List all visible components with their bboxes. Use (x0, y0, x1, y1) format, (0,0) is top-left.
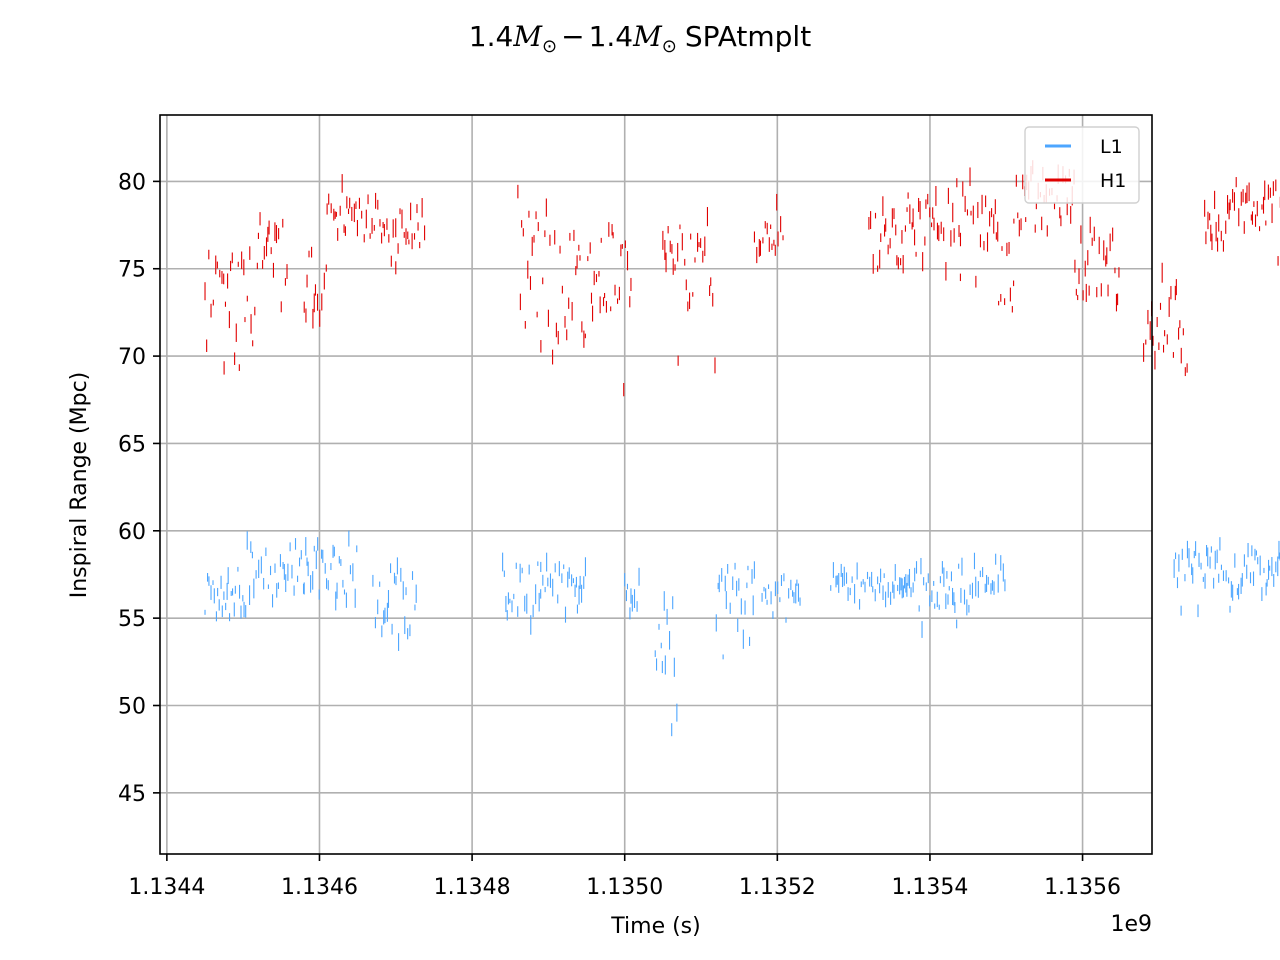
title-mass-a: 1.4 (469, 20, 514, 53)
title-subscript-a: ⊙ (542, 36, 557, 57)
legend: L1 H1 (1024, 126, 1140, 204)
title-mass-symbol-b: M (632, 20, 663, 53)
x-tick-label: 1.1356 (1044, 875, 1121, 900)
x-axis-label: Time (s) (610, 914, 700, 939)
y-tick-label: 65 (118, 432, 146, 457)
y-tick-label: 75 (118, 258, 146, 283)
x-tick-label: 1.1346 (281, 875, 358, 900)
x-tick-label: 1.1344 (128, 875, 205, 900)
grid (160, 115, 1152, 854)
y-tick-label: 80 (118, 170, 146, 195)
legend-label-l1: L1 (1100, 136, 1123, 158)
y-tick-label: 70 (118, 345, 146, 370)
y-tick-label: 45 (118, 782, 146, 807)
title-mass-symbol-a: M (512, 20, 543, 53)
x-axis-offset-label: 1e9 (1110, 912, 1152, 937)
title-mass-b: 1.4 (589, 20, 634, 53)
y-axis-ticks: 45 50 55 60 65 70 75 80 (118, 170, 160, 807)
series-h1 (204, 160, 1280, 397)
plot-frame (159, 114, 1153, 855)
title-operator: − (561, 20, 584, 53)
x-tick-label: 1.1354 (891, 875, 968, 900)
y-axis-label: Inspiral Range (Mpc) (67, 372, 92, 599)
title-suffix: SPAtmplt (685, 20, 811, 53)
series-l1 (204, 530, 1280, 737)
chart-title: 1.4M⊙ −1.4M⊙ SPAtmplt (469, 20, 811, 57)
y-tick-label: 50 (118, 695, 146, 720)
y-tick-label: 55 (118, 607, 146, 632)
legend-label-h1: H1 (1100, 170, 1126, 192)
title-subscript-b: ⊙ (662, 36, 677, 57)
x-axis-ticks: 1.1344 1.1346 1.1348 1.1350 1.1352 1.1354 1.13… (128, 854, 1121, 900)
x-tick-label: 1.1348 (434, 875, 511, 900)
y-tick-label: 60 (118, 520, 146, 545)
plot-marks (204, 160, 1280, 737)
x-tick-label: 1.1352 (739, 875, 816, 900)
x-tick-label: 1.1350 (586, 875, 663, 900)
